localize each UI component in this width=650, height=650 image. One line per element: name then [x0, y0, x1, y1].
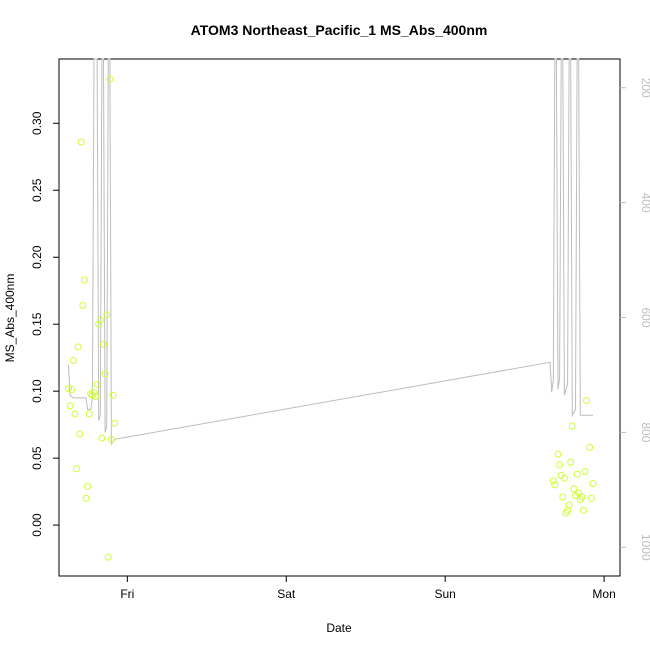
data-point: [568, 422, 576, 430]
plot-area: [58, 58, 621, 577]
x-axis: Fri Sat Sun Mon: [120, 576, 616, 601]
data-point: [103, 311, 111, 319]
y-tick-label: 0.25: [30, 178, 44, 202]
data-point: [73, 465, 80, 473]
data-point: [66, 402, 74, 410]
data-point: [101, 370, 109, 378]
data-point: [85, 410, 93, 418]
data-point: [93, 381, 101, 388]
chart-title: ATOM3 Northeast_Pacific_1 MS_Abs_400nm: [191, 22, 488, 38]
depth-line: [68, 58, 593, 446]
data-point: [92, 393, 100, 400]
data-point: [107, 435, 115, 443]
data-point: [90, 389, 98, 396]
data-point: [573, 470, 581, 478]
right-tick-label: 400: [639, 193, 650, 213]
data-point: [69, 356, 77, 364]
y-tick-label: 0.10: [30, 379, 44, 403]
data-point: [65, 385, 72, 392]
x-tick-label: Mon: [592, 587, 615, 601]
data-point: [586, 443, 594, 451]
data-point: [79, 301, 87, 309]
data-point: [104, 553, 112, 561]
data-point: [559, 493, 567, 501]
data-point: [567, 458, 575, 466]
data-point: [109, 391, 117, 399]
data-point: [556, 461, 564, 469]
data-point: [589, 480, 597, 488]
data-point: [581, 468, 589, 475]
data-point: [560, 474, 568, 482]
plot-frame: [58, 58, 621, 577]
data-point: [76, 430, 84, 438]
y-tick-label: 0.15: [30, 312, 44, 336]
depth-series-line: [68, 58, 593, 446]
data-point: [565, 501, 573, 509]
x-tick-label: Fri: [120, 587, 134, 601]
data-point: [570, 485, 578, 493]
y-tick-label: 0.00: [30, 513, 44, 537]
data-point: [549, 477, 557, 485]
data-point: [587, 494, 595, 502]
x-axis-label: Date: [326, 621, 352, 635]
y-axis-right: 200 400 600 800 1000: [620, 78, 650, 561]
y-tick-label: 0.05: [30, 446, 44, 470]
data-point: [96, 316, 104, 324]
y-tick-label: 0.30: [30, 111, 44, 135]
data-point: [95, 320, 103, 328]
y-axis: 0.00 0.05 0.10 0.15 0.20 0.25 0.30: [30, 111, 59, 537]
y-tick-label: 0.20: [30, 245, 44, 269]
data-point: [80, 276, 88, 284]
x-tick-label: Sat: [277, 587, 296, 601]
data-point: [583, 397, 591, 404]
data-point: [84, 482, 92, 490]
right-tick-label: 800: [639, 422, 650, 442]
right-tick-label: 1000: [639, 534, 650, 561]
data-points: [65, 75, 597, 561]
data-point: [98, 434, 106, 442]
data-point: [106, 75, 114, 83]
right-tick-label: 600: [639, 307, 650, 327]
x-tick-label: Sun: [435, 587, 456, 601]
data-point: [551, 481, 559, 489]
data-point: [554, 450, 562, 458]
data-point: [100, 340, 107, 348]
y-axis-label: MS_Abs_400nm: [3, 274, 17, 363]
right-tick-label: 200: [639, 78, 650, 98]
data-point: [68, 386, 76, 394]
data-point: [111, 419, 119, 427]
data-point: [578, 493, 586, 501]
data-point: [579, 506, 587, 514]
data-point: [71, 410, 79, 418]
data-point: [77, 138, 85, 146]
data-point: [82, 494, 90, 502]
data-point: [74, 343, 82, 351]
